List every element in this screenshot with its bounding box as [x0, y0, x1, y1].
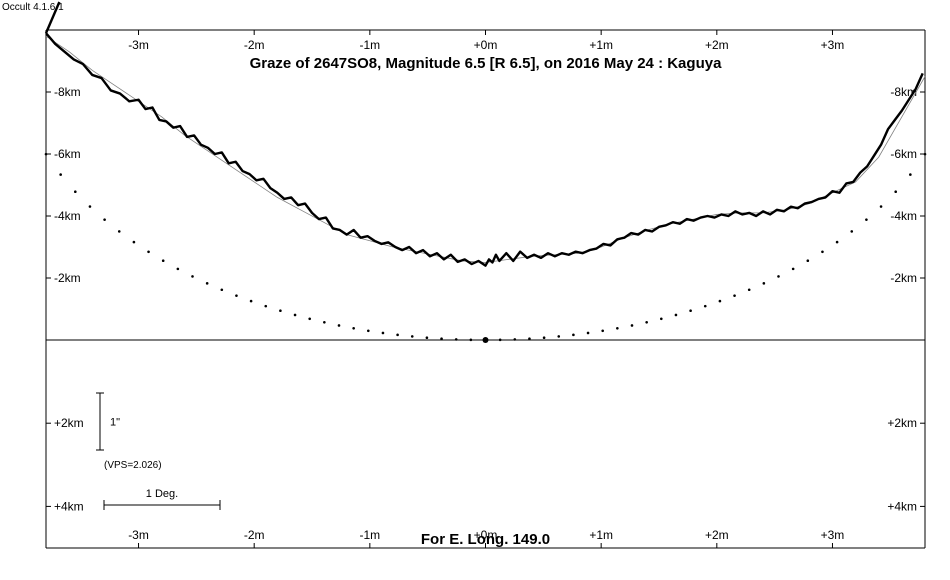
limb-dot	[279, 309, 282, 312]
chart-svg: -3m-3m-2m-2m-1m-1m+0m+0m+1m+1m+2m+2m+3m+…	[0, 0, 950, 580]
limb-dot	[89, 205, 92, 208]
limb-dot	[250, 300, 253, 303]
limb-dot	[470, 339, 473, 342]
ytick-upper-right-label: -2km	[890, 271, 917, 285]
limb-dot	[572, 334, 575, 337]
graze-chart: -3m-3m-2m-2m-1m-1m+0m+0m+1m+1m+2m+2m+3m+…	[0, 0, 950, 580]
vps-label: (VPS=2.026)	[104, 460, 162, 471]
xtick-bottom-label: +1m	[589, 528, 613, 542]
limb-dot	[118, 230, 121, 233]
limb-dot	[865, 218, 868, 221]
xtick-top-label: +0m	[474, 38, 498, 52]
limb-dot	[367, 329, 370, 332]
limb-dot	[382, 332, 385, 335]
limb-dot	[719, 300, 722, 303]
chart-footer: For E. Long. 149.0	[421, 531, 550, 548]
limb-dot	[924, 153, 927, 156]
hscale-label: 1 Deg.	[146, 488, 178, 500]
limb-dot	[807, 259, 810, 262]
xtick-top-label: -2m	[244, 38, 265, 52]
limb-dot	[543, 336, 546, 339]
center-marker	[483, 337, 489, 343]
limb-dot	[294, 314, 297, 317]
limb-dot	[45, 153, 48, 156]
limb-dot	[411, 335, 414, 338]
ytick-lower-left-label: +4km	[54, 499, 84, 513]
xtick-top-label: +3m	[821, 38, 845, 52]
limb-dot	[777, 275, 780, 278]
ytick-upper-right-label: -6km	[890, 147, 917, 161]
xtick-bottom-label: +2m	[705, 528, 729, 542]
limb-dot	[147, 250, 150, 253]
limb-dot	[631, 324, 634, 327]
ytick-upper-left-label: -6km	[54, 147, 81, 161]
limb-dot	[162, 259, 165, 262]
limb-dot	[836, 241, 839, 244]
limb-dot	[557, 335, 560, 338]
limb-dot	[499, 339, 502, 342]
limb-dot	[177, 268, 180, 271]
limb-dot	[763, 282, 766, 285]
limb-dot	[528, 337, 531, 340]
limb-dot	[455, 338, 458, 341]
ytick-upper-left-label: -4km	[54, 209, 81, 223]
ytick-upper-left-label: -8km	[54, 85, 81, 99]
limb-dot	[514, 338, 517, 341]
limb-dot	[748, 288, 751, 291]
limb-dot	[191, 275, 194, 278]
limb-dot	[352, 327, 355, 330]
limb-dot	[616, 327, 619, 330]
ytick-upper-right-label: -4km	[890, 209, 917, 223]
xtick-bottom-label: -2m	[244, 528, 265, 542]
limb-dot	[689, 309, 692, 312]
limb-dot	[264, 305, 267, 308]
limb-dot	[645, 321, 648, 324]
xtick-top-label: -3m	[128, 38, 149, 52]
limb-dot	[440, 337, 443, 340]
limb-dot	[909, 173, 912, 176]
limb-dot	[103, 218, 106, 221]
limb-dot	[133, 241, 136, 244]
limb-dot	[308, 317, 311, 320]
version-label: Occult 4.1.6.1	[2, 2, 64, 13]
ytick-lower-right-label: +4km	[887, 499, 917, 513]
limb-dot	[733, 294, 736, 297]
limb-dot	[850, 230, 853, 233]
xtick-bottom-label: +3m	[821, 528, 845, 542]
limb-dot	[221, 288, 224, 291]
chart-title: Graze of 2647SO8, Magnitude 6.5 [R 6.5],…	[250, 55, 722, 72]
xtick-bottom-label: -3m	[128, 528, 149, 542]
limb-dot	[601, 329, 604, 332]
ytick-lower-right-label: +2km	[887, 416, 917, 430]
limb-dot	[396, 334, 399, 337]
ytick-upper-left-label: -2km	[54, 271, 81, 285]
limb-dot	[206, 282, 209, 285]
limb-dot	[821, 250, 824, 253]
xtick-top-label: -1m	[360, 38, 381, 52]
xtick-top-label: +2m	[705, 38, 729, 52]
limb-dot	[59, 173, 62, 176]
limb-dot	[675, 314, 678, 317]
limb-dot	[323, 321, 326, 324]
limb-dot	[792, 268, 795, 271]
limb-dot	[338, 324, 341, 327]
limb-dot	[426, 336, 429, 339]
limb-dot	[660, 317, 663, 320]
limb-dot	[235, 294, 238, 297]
xtick-top-label: +1m	[589, 38, 613, 52]
limb-dot	[894, 190, 897, 193]
limb-dot	[704, 305, 707, 308]
vscale-label: 1"	[110, 417, 120, 429]
ytick-lower-left-label: +2km	[54, 416, 84, 430]
limb-dot	[587, 332, 590, 335]
limb-dot	[880, 205, 883, 208]
xtick-bottom-label: -1m	[360, 528, 381, 542]
limb-dot	[74, 190, 77, 193]
